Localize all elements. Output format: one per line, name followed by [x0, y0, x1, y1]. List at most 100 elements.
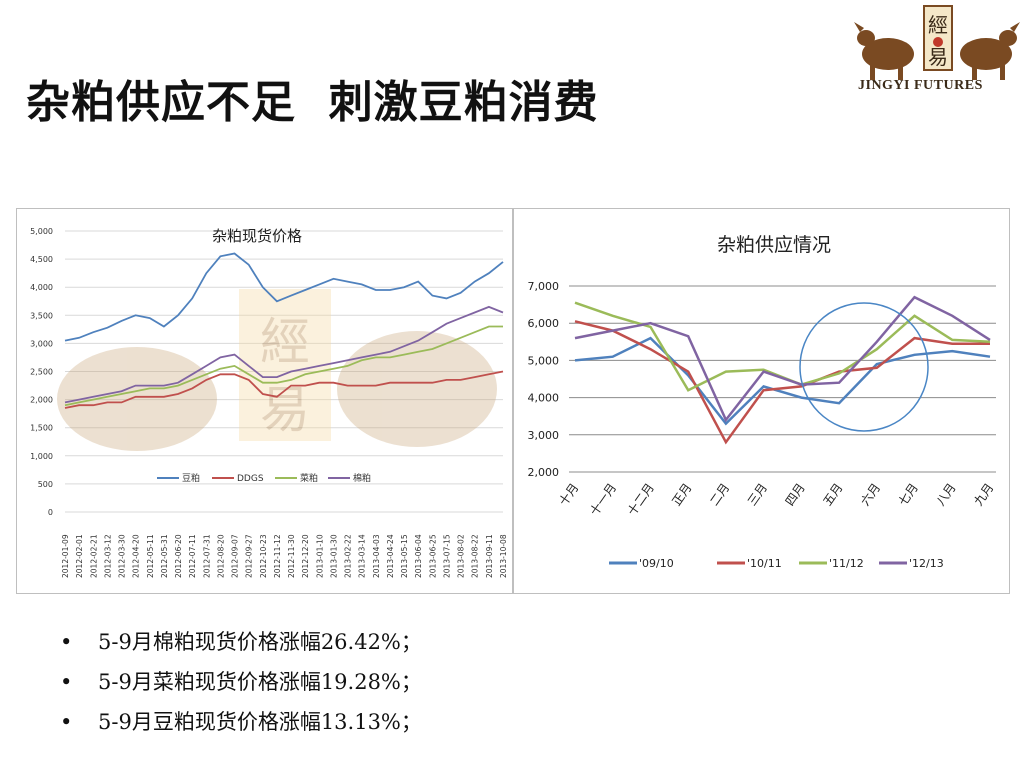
bullet-item: • 5-9月菜粕现货价格涨幅19.28%； [60, 662, 422, 702]
x-tick-label: 2012-08-20 [216, 534, 225, 578]
chart-spot-prices-svg: 0 500 1,000 1,500 2,000 2,500 3,000 3,500 4,000 4… [30, 227, 508, 578]
bullet-item: • 5-9月棉粕现货价格涨幅26.42%； [60, 622, 422, 662]
bullet-list: • 5-9月棉粕现货价格涨幅26.42%； • 5-9月菜粕现货价格涨幅19.28%… [60, 622, 422, 742]
x-tick-label: 2012-05-11 [146, 534, 155, 578]
x-tick-label: 2012-11-30 [287, 534, 296, 578]
legend-label: '12/13 [909, 557, 944, 570]
chart-supply-svg: 杂粕供应情况 2,000 3,000 4,000 5,000 6,000 7,000 十月 十一… [528, 234, 997, 570]
bull-left-icon [854, 22, 914, 80]
x-tick-label: 2013-05-15 [400, 534, 409, 578]
x-tick-label: 2012-11-12 [273, 534, 282, 578]
logo-glyph-bottom: 易 [928, 45, 948, 69]
x-tick-label: 2012-09-27 [245, 534, 254, 578]
y-tick-label: 5,000 [528, 354, 560, 367]
x-tick-label: 九月 [971, 481, 996, 509]
watermark-glyph: 經 [260, 313, 310, 371]
legend-label: 豆粕 [182, 472, 200, 484]
x-tick-label: 2012-09-07 [231, 534, 240, 578]
legend-label: '10/11 [747, 557, 782, 570]
y-tick-label: 3,000 [30, 339, 53, 348]
x-tick-label: 八月 [933, 481, 958, 509]
x-tick-label: 2013-01-10 [315, 534, 324, 578]
logo-text: JINGYI FUTURES [858, 78, 983, 93]
legend-label: 棉粕 [353, 472, 371, 484]
y-tick-label: 1,500 [30, 424, 53, 433]
x-tick-label: 十二月 [625, 481, 657, 519]
x-tick-label: 六月 [858, 481, 883, 509]
series-line [64, 252, 504, 342]
x-tick-label: 四月 [783, 481, 808, 509]
x-tick-label: 2013-04-24 [386, 534, 395, 578]
x-tick-label: 十月 [556, 481, 581, 509]
x-tick-label: 五月 [820, 481, 845, 509]
x-tick-label: 2013-02-22 [344, 534, 353, 578]
x-tick-label: 七月 [896, 481, 921, 509]
bullet-text: 5-9月菜粕现货价格涨幅19.28%； [98, 670, 422, 694]
jingyi-logo: 經 易 [854, 5, 1020, 80]
bullet-dot: • [60, 710, 73, 734]
x-tick-label: 正月 [669, 481, 694, 509]
y-tick-label: 2,000 [528, 466, 560, 479]
logo-emblem [933, 37, 943, 47]
x-tick-label: 2012-03-30 [118, 534, 127, 578]
bullet-text: 5-9月豆粕现货价格涨幅13.13%； [98, 710, 422, 734]
chart-title: 杂粕现货价格 [212, 227, 302, 245]
x-tick-label: 2013-07-15 [442, 534, 451, 578]
x-tick-label: 2013-04-03 [372, 534, 381, 578]
chart-title: 杂粕供应情况 [717, 234, 831, 256]
x-tick-label: 2013-09-11 [485, 534, 494, 578]
bullet-dot: • [60, 670, 73, 694]
x-tick-label: 2012-04-20 [132, 534, 141, 578]
series-line [64, 325, 503, 407]
x-tick-label: 2012-02-21 [89, 534, 98, 578]
chart-supply: 杂粕供应情况 2,000 3,000 4,000 5,000 6,000 7,000 十月 十一… [513, 208, 1010, 594]
y-tick-label: 7,000 [528, 280, 560, 293]
y-tick-label: 500 [38, 480, 53, 489]
series-line [64, 370, 504, 409]
x-tick-label: 十一月 [587, 481, 619, 519]
x-tick-label: 2012-05-31 [160, 534, 169, 578]
y-tick-label: 3,500 [30, 311, 53, 320]
legend-label: '11/12 [829, 557, 864, 570]
y-tick-label: 3,000 [528, 429, 560, 442]
legend-label: 菜粕 [300, 472, 318, 484]
bullet-item: • 5-9月豆粕现货价格涨幅13.13%； [60, 702, 422, 742]
x-tick-label: 2012-03-12 [103, 534, 112, 578]
y-tick-label: 2,500 [30, 368, 53, 377]
x-tick-label: 二月 [707, 481, 732, 509]
bullet-dot: • [60, 630, 73, 654]
x-tick-label: 2012-07-11 [188, 534, 197, 578]
x-tick-label: 2012-02-01 [75, 534, 84, 578]
y-tick-label: 6,000 [528, 317, 560, 330]
x-tick-label: 2012-07-31 [202, 534, 211, 578]
logo-glyph-top: 經 [928, 13, 948, 37]
watermark-bull-left [57, 347, 217, 451]
bullet-text: 5-9月棉粕现货价格涨幅26.42%； [98, 630, 422, 654]
watermark-bull-right [337, 331, 497, 447]
y-tick-label: 5,000 [30, 227, 53, 236]
x-tick-label: 2013-06-04 [414, 534, 423, 578]
x-tick-label: 2013-10-08 [499, 534, 508, 578]
series-line [64, 305, 504, 404]
x-tick-label: 2012-01-09 [61, 534, 70, 578]
highlight-circle [799, 302, 929, 432]
x-tick-label: 2013-01-30 [329, 534, 338, 578]
x-tick-label: 三月 [745, 481, 770, 509]
x-tick-label: 2012-12-20 [301, 534, 310, 578]
x-tick-label: 2013-08-02 [457, 534, 466, 578]
y-tick-label: 4,000 [30, 283, 53, 292]
x-tick-label: 2013-06-25 [428, 534, 437, 578]
x-tick-label: 2013-08-22 [471, 534, 480, 578]
series-line [574, 295, 991, 423]
chart-spot-prices: 0 500 1,000 1,500 2,000 2,500 3,000 3,500 4,000 4… [16, 208, 513, 594]
y-tick-label: 0 [48, 508, 53, 517]
y-tick-label: 4,000 [528, 392, 560, 405]
x-tick-label: 2012-06-20 [174, 534, 183, 578]
x-tick-label: 2012-10-23 [259, 534, 268, 578]
bull-right-icon [960, 22, 1020, 80]
series-line [574, 320, 990, 445]
y-tick-label: 4,500 [30, 255, 53, 264]
y-tick-label: 1,000 [30, 452, 53, 461]
watermark: 經易 [57, 289, 497, 451]
x-tick-label: 2013-03-14 [358, 534, 367, 578]
